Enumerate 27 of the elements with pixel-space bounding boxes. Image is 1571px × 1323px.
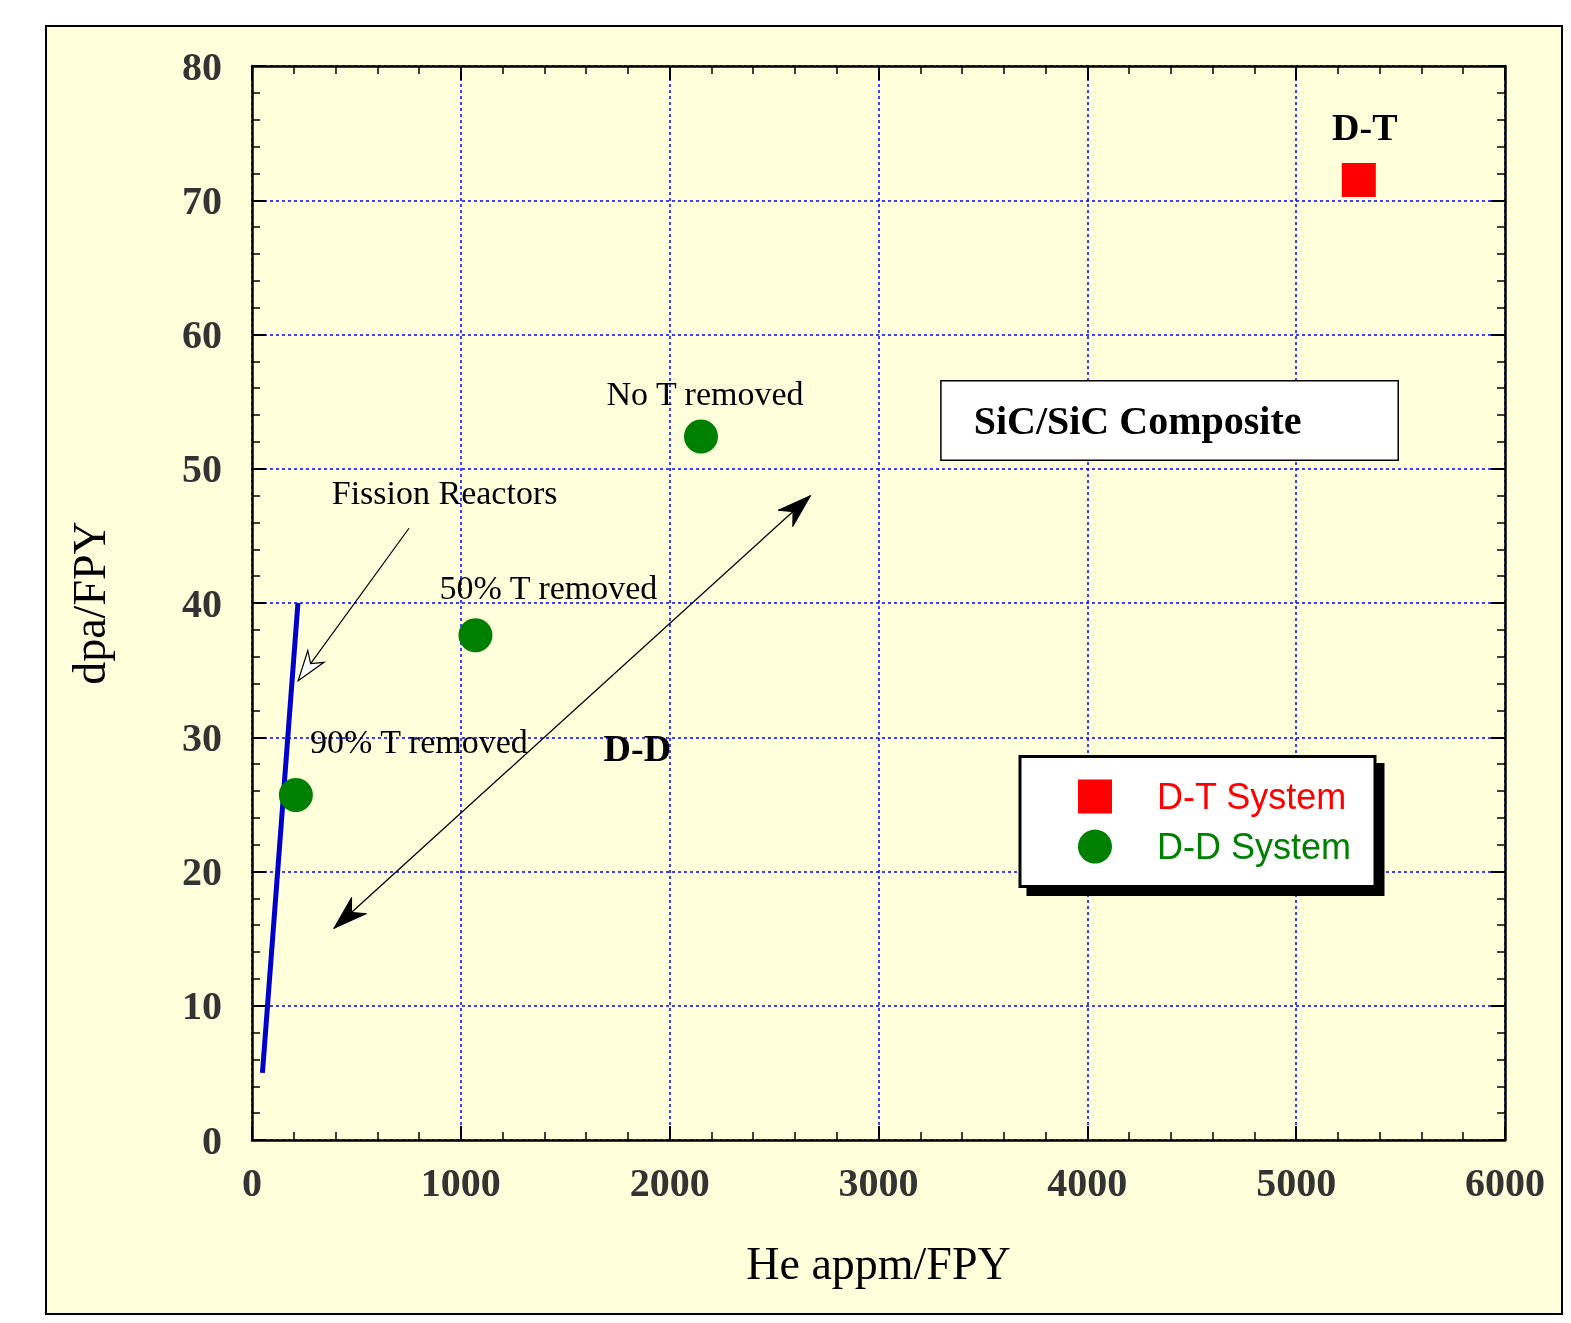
annotation: 90% T removed <box>309 723 528 761</box>
x-axis-title: He appm/FPY <box>746 1237 1011 1289</box>
y-tick-label: 80 <box>182 43 222 89</box>
x-tick-label: 2000 <box>629 1159 710 1205</box>
x-tick-label: 4000 <box>1047 1159 1128 1205</box>
y-axis-title: dpa/FPY <box>63 521 115 685</box>
y-tick-label: 20 <box>182 849 222 894</box>
y-tick-label: 30 <box>182 714 222 760</box>
annotation: No T removed <box>606 375 804 413</box>
annotation: D-T <box>1332 106 1398 149</box>
y-tick-label: 0 <box>202 1117 222 1163</box>
y-tick-label: 40 <box>182 580 222 626</box>
legend-label: D-D System <box>1156 826 1352 868</box>
annotation: Fission Reactors <box>331 473 558 511</box>
y-tick-label: 10 <box>182 983 222 1029</box>
y-tick-label: 70 <box>182 177 222 223</box>
y-tick-label: 60 <box>182 312 222 357</box>
y-tick-label: 50 <box>182 446 222 492</box>
annotation: 50% T removed <box>439 568 658 606</box>
x-tick-label: 6000 <box>1465 1159 1545 1205</box>
annotation: SiC/SiC Composite <box>973 398 1302 444</box>
x-tick-label: 1000 <box>420 1159 501 1205</box>
x-tick-label: 5000 <box>1256 1159 1337 1205</box>
x-tick-label: 0 <box>242 1159 262 1205</box>
annotation: D-D <box>603 726 672 769</box>
x-tick-label: 3000 <box>838 1159 919 1205</box>
legend-label: D-T System <box>1156 776 1347 818</box>
